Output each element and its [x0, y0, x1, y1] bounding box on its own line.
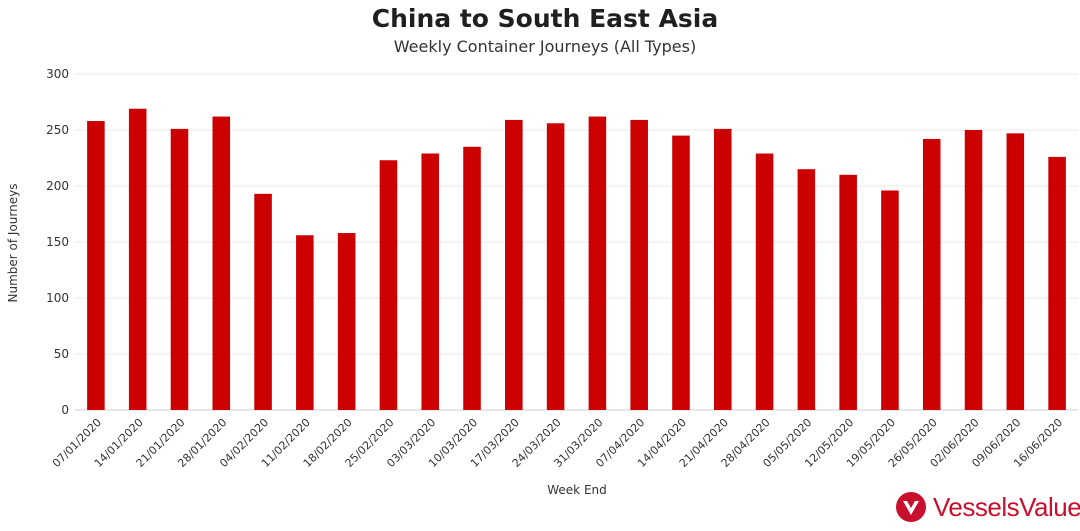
bar	[170, 128, 189, 410]
y-axis-ticks: 0 50 100 150 200 250 300	[46, 67, 69, 417]
y-tick-label: 200	[46, 179, 69, 193]
bar	[505, 119, 523, 411]
y-tick-label: 100	[46, 291, 69, 305]
brand-logo: VesselsValue	[895, 490, 1080, 524]
bar	[379, 160, 398, 410]
bar	[964, 130, 983, 410]
bar	[881, 190, 899, 410]
vesselsvalue-logo-icon	[896, 492, 926, 522]
bar	[463, 146, 481, 411]
chart-subtitle: Weekly Container Journeys (All Types)	[393, 37, 697, 56]
bar	[128, 108, 147, 410]
y-tick-label: 0	[61, 403, 69, 417]
y-tick-label: 300	[46, 67, 69, 81]
bar	[922, 138, 941, 410]
bar	[337, 233, 356, 410]
bar	[755, 153, 774, 410]
y-tick-label: 250	[46, 123, 69, 137]
bar	[87, 121, 105, 410]
brand-name: VesselsValue	[933, 491, 1080, 522]
bar	[1006, 133, 1025, 411]
bar	[546, 123, 565, 410]
bar	[212, 116, 231, 410]
bar	[713, 128, 732, 410]
bar	[588, 116, 607, 410]
bar	[421, 153, 440, 410]
x-axis-label: Week End	[547, 483, 607, 497]
x-axis-ticks: 07/01/202014/01/202021/01/202028/01/2020…	[50, 416, 1065, 470]
chart-title: China to South East Asia	[371, 4, 719, 33]
bar	[296, 235, 314, 410]
y-axis-label: Number of Journeys	[6, 184, 20, 303]
bar	[797, 169, 816, 410]
bar	[630, 119, 648, 411]
y-tick-label: 50	[54, 347, 69, 361]
bar	[672, 135, 690, 410]
y-tick-label: 150	[46, 235, 69, 249]
bar	[839, 174, 857, 410]
bars	[87, 108, 1066, 411]
bar	[254, 193, 272, 410]
bar	[1048, 156, 1066, 410]
gridlines	[75, 73, 1078, 411]
